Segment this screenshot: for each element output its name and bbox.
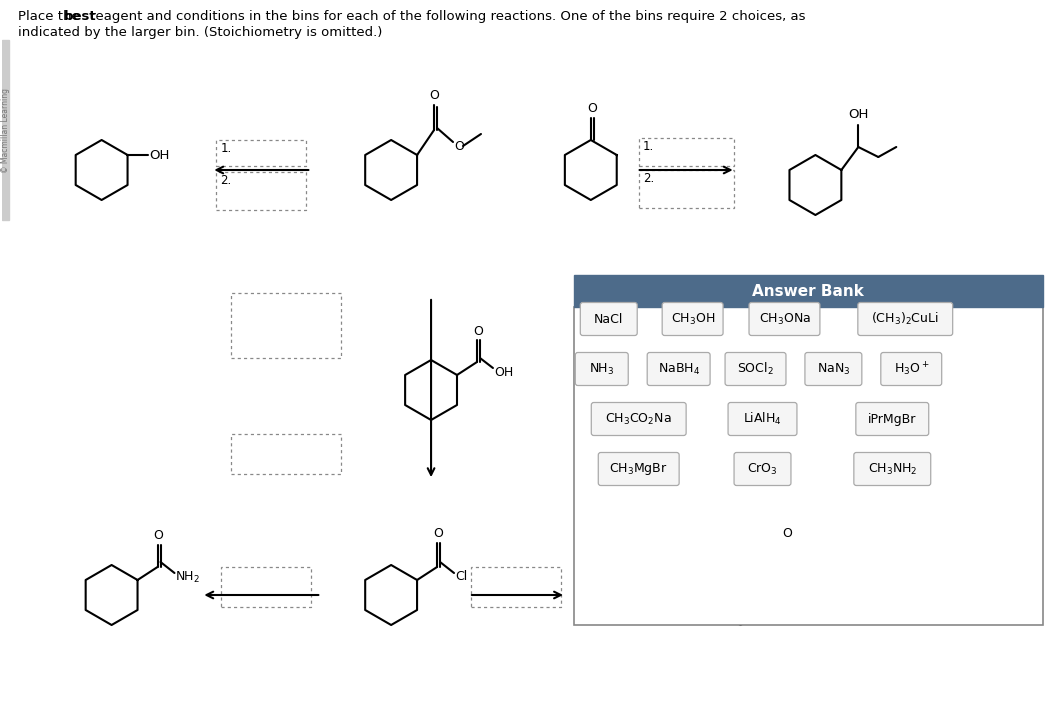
FancyBboxPatch shape xyxy=(805,353,862,386)
Bar xyxy=(639,170,734,208)
Bar xyxy=(639,138,734,166)
Bar xyxy=(573,275,1043,307)
FancyBboxPatch shape xyxy=(858,303,953,336)
Text: O: O xyxy=(782,527,793,540)
Text: Answer Bank: Answer Bank xyxy=(753,283,864,298)
Text: OH: OH xyxy=(149,149,170,161)
Bar xyxy=(231,293,341,358)
Text: 1.: 1. xyxy=(220,142,232,155)
FancyBboxPatch shape xyxy=(662,303,723,336)
Text: iPrMgBr: iPrMgBr xyxy=(868,413,917,426)
FancyBboxPatch shape xyxy=(598,453,679,486)
Text: OH: OH xyxy=(494,366,513,378)
Text: NH$_3$: NH$_3$ xyxy=(589,361,615,376)
Text: SOCl$_2$: SOCl$_2$ xyxy=(737,361,774,377)
Text: (CH$_3$)$_2$CuLi: (CH$_3$)$_2$CuLi xyxy=(871,311,939,327)
Text: O: O xyxy=(587,102,597,115)
Text: NaCl: NaCl xyxy=(594,313,623,326)
Text: Cl: Cl xyxy=(455,570,467,583)
Text: O: O xyxy=(454,139,464,153)
Text: O: O xyxy=(429,89,439,102)
Bar xyxy=(231,434,341,474)
Bar xyxy=(216,172,306,210)
Text: 1.: 1. xyxy=(642,140,654,153)
Text: OH: OH xyxy=(848,108,868,121)
Text: indicated by the larger bin. (Stoichiometry is omitted.): indicated by the larger bin. (Stoichiome… xyxy=(18,26,383,39)
Text: CH$_3$OH: CH$_3$OH xyxy=(671,311,714,326)
FancyBboxPatch shape xyxy=(854,453,931,486)
Text: O: O xyxy=(434,527,443,540)
Text: LiAlH$_4$: LiAlH$_4$ xyxy=(743,411,782,427)
Text: reagent and conditions in the bins for each of the following reactions. One of t: reagent and conditions in the bins for e… xyxy=(86,10,806,23)
Text: O: O xyxy=(473,325,483,338)
Bar xyxy=(471,567,561,607)
Text: NaN$_3$: NaN$_3$ xyxy=(816,361,850,376)
Bar xyxy=(2,40,8,220)
FancyBboxPatch shape xyxy=(749,303,819,336)
Bar xyxy=(222,567,312,607)
Text: best: best xyxy=(64,10,96,23)
FancyBboxPatch shape xyxy=(576,353,629,386)
Text: 2.: 2. xyxy=(220,174,232,187)
Text: CH$_3$MgBr: CH$_3$MgBr xyxy=(610,461,668,477)
FancyBboxPatch shape xyxy=(735,453,791,486)
Bar xyxy=(216,140,306,166)
Text: CH$_3$ONa: CH$_3$ONa xyxy=(759,311,811,326)
Text: CrO$_3$: CrO$_3$ xyxy=(747,461,778,476)
Text: NaBH$_4$: NaBH$_4$ xyxy=(657,361,700,376)
FancyBboxPatch shape xyxy=(648,353,710,386)
Text: CH$_3$CO$_2$Na: CH$_3$CO$_2$Na xyxy=(605,411,672,426)
Text: H$_3$O$^+$: H$_3$O$^+$ xyxy=(894,361,929,378)
FancyBboxPatch shape xyxy=(725,353,785,386)
Text: CH$_3$NH$_2$: CH$_3$NH$_2$ xyxy=(868,461,917,476)
Text: 2.: 2. xyxy=(642,172,654,185)
Text: NH$_2$: NH$_2$ xyxy=(176,570,200,585)
Bar xyxy=(573,307,1043,625)
Text: Place the: Place the xyxy=(18,10,84,23)
FancyBboxPatch shape xyxy=(728,403,797,436)
Text: O: O xyxy=(154,529,163,542)
FancyBboxPatch shape xyxy=(591,403,686,436)
FancyBboxPatch shape xyxy=(580,303,637,336)
FancyBboxPatch shape xyxy=(881,353,941,386)
FancyBboxPatch shape xyxy=(855,403,929,436)
Text: © Macmillan Learning: © Macmillan Learning xyxy=(1,88,10,173)
